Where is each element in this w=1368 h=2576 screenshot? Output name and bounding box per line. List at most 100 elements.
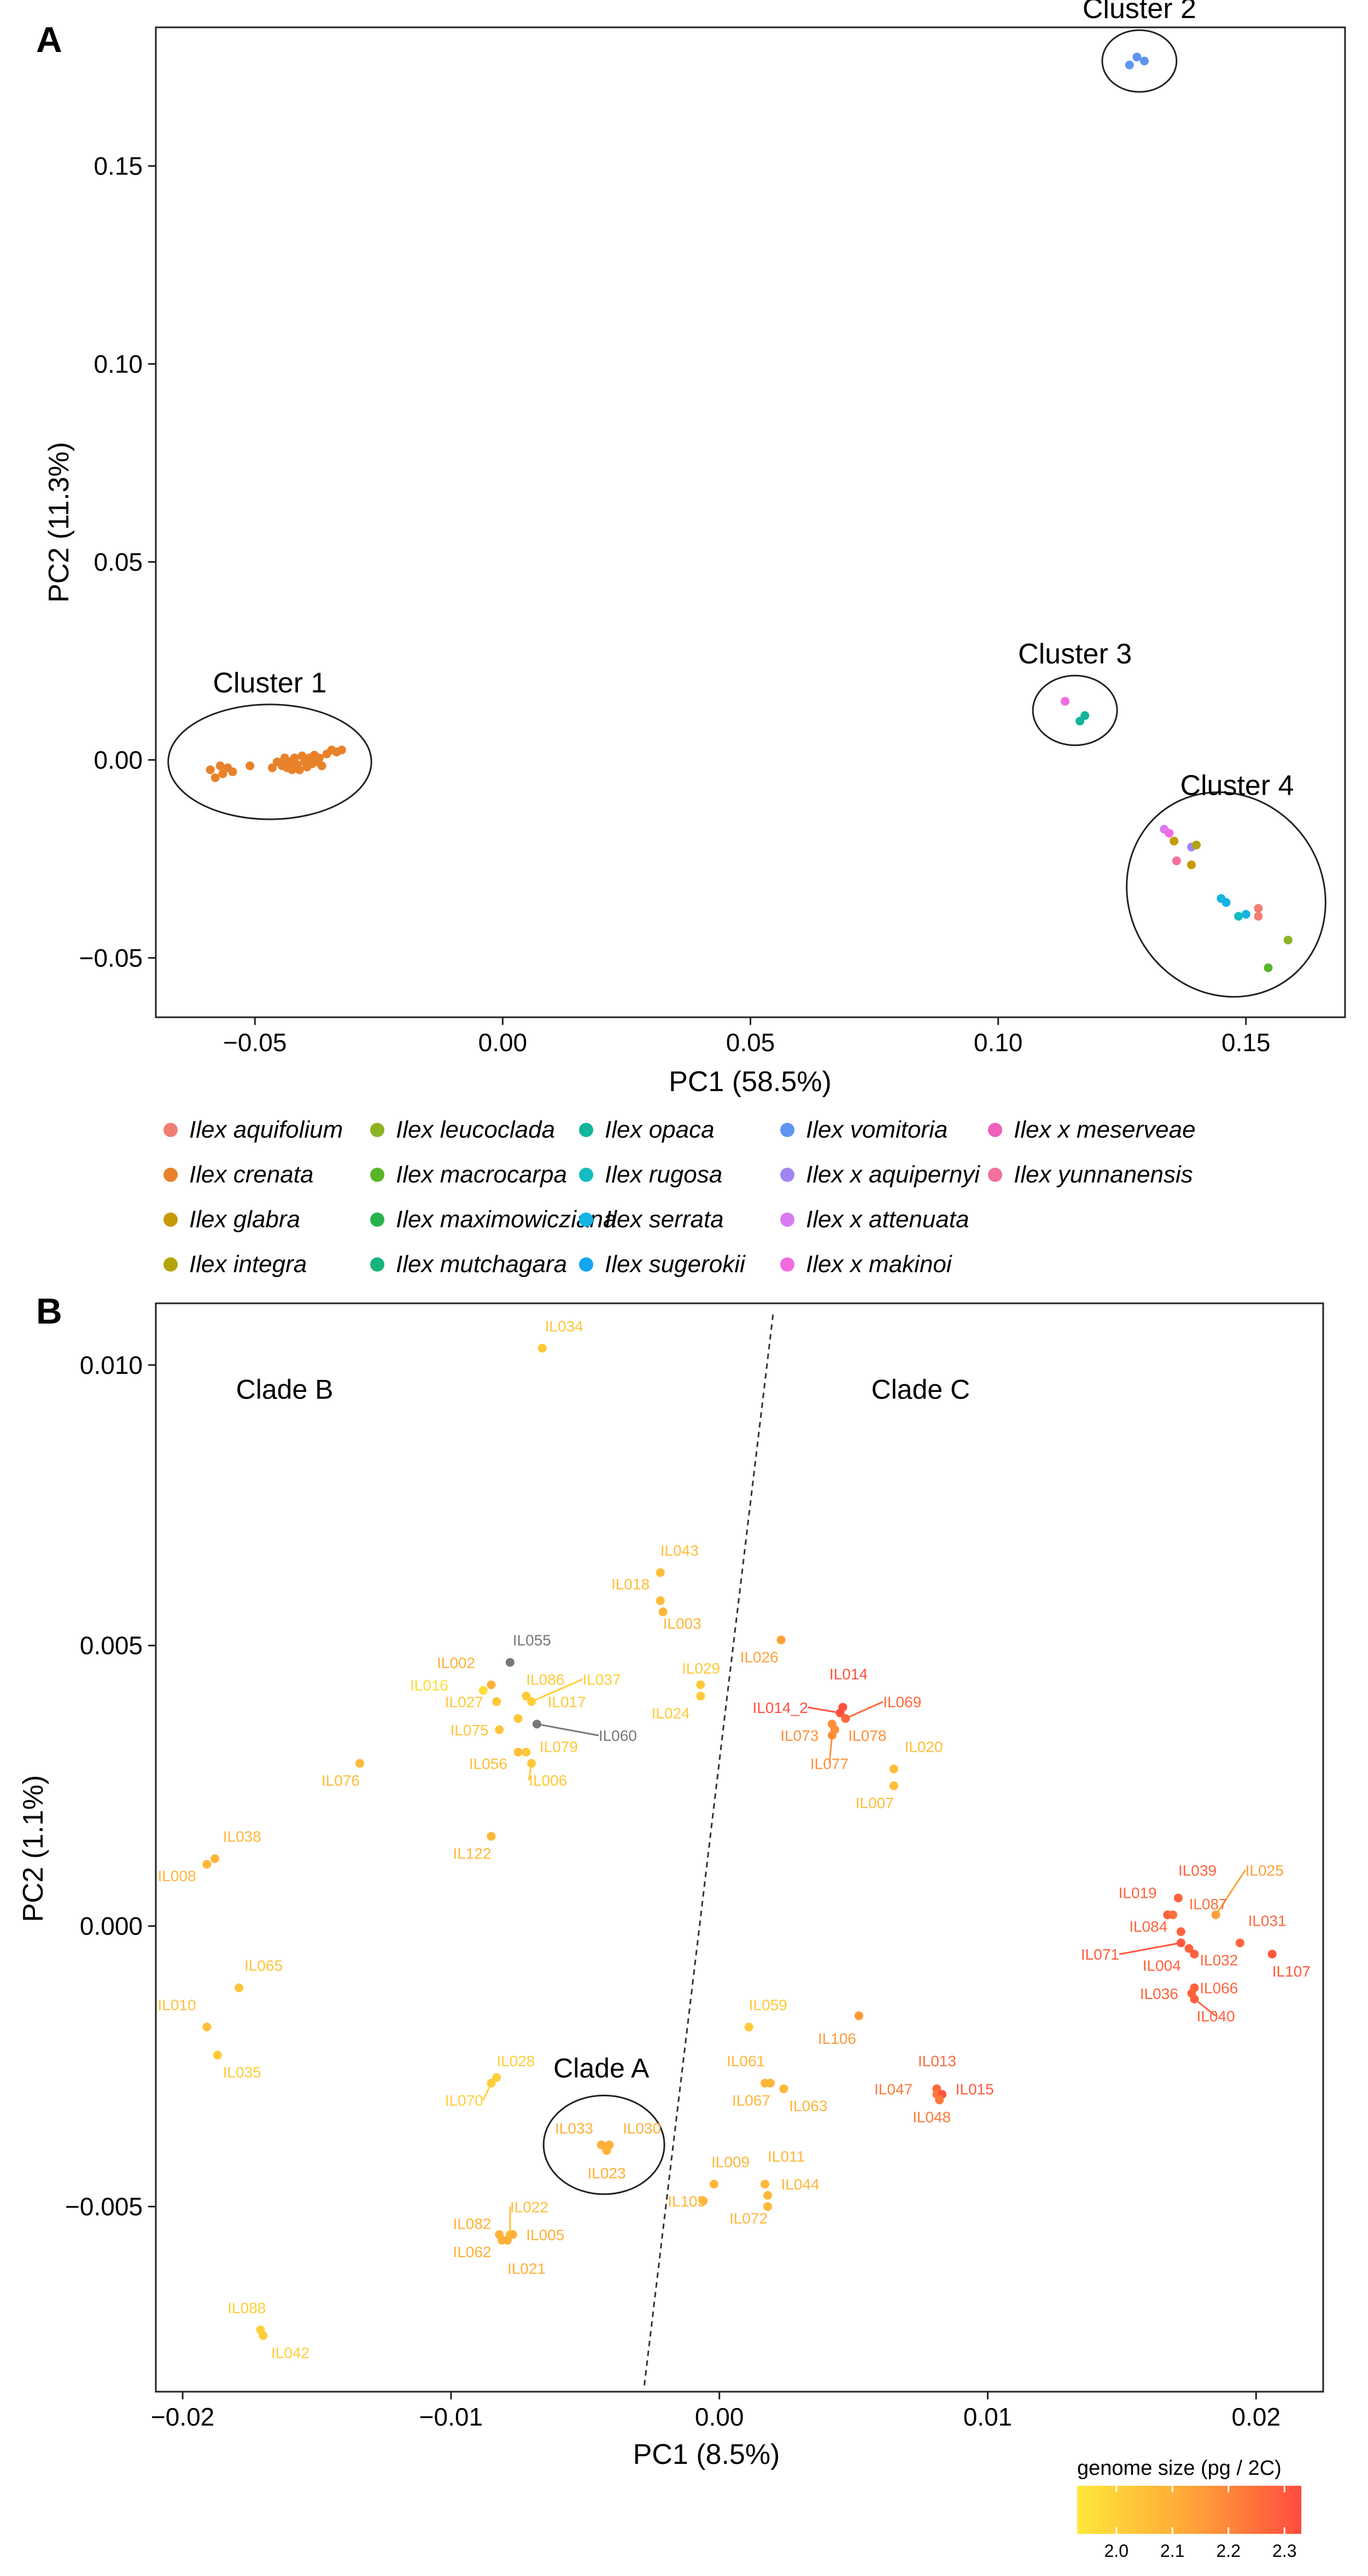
sample-point xyxy=(522,1747,531,1757)
sample-label: IL105 xyxy=(668,2193,706,2210)
sample-point xyxy=(889,1781,898,1791)
sample-point xyxy=(1235,1938,1244,1948)
clade-label-clade-b: Clade B xyxy=(236,1374,334,1404)
sample-label: IL019 xyxy=(1119,1884,1157,1901)
legend-swatch xyxy=(370,1123,384,1137)
panel-a-x-tick-label: 0.05 xyxy=(726,1028,775,1057)
sample-label: IL044 xyxy=(781,2176,820,2193)
cluster-label-2: Cluster 2 xyxy=(1083,0,1196,25)
cluster-label-3: Cluster 3 xyxy=(1018,638,1132,670)
sample-point xyxy=(532,1720,541,1729)
sample-label: IL047 xyxy=(874,2080,913,2097)
sample-label: IL011 xyxy=(768,2148,805,2165)
sample-label: IL062 xyxy=(453,2243,491,2260)
scatter-point xyxy=(1165,829,1174,838)
legend-label: Ilex x meserveae xyxy=(1014,1116,1196,1143)
panel-a-letter: A xyxy=(36,19,62,60)
sample-label: IL087 xyxy=(1189,1896,1227,1913)
sample-point xyxy=(513,1747,523,1757)
sample-point xyxy=(1176,1938,1185,1948)
sample-label: IL077 xyxy=(810,1755,849,1772)
sample-point xyxy=(763,2190,773,2200)
sample-point xyxy=(779,2084,788,2094)
scatter-point xyxy=(317,761,326,771)
legend-swatch xyxy=(163,1257,178,1272)
label-leader-line xyxy=(1194,1998,1217,2017)
sample-point xyxy=(889,1764,898,1774)
scatter-point xyxy=(315,753,324,762)
sample-point xyxy=(492,1697,501,1706)
legend-label: Ilex x attenuata xyxy=(806,1206,969,1233)
sample-label: IL014_2 xyxy=(752,1699,808,1716)
sample-label: IL030 xyxy=(623,2120,661,2137)
legend-swatch xyxy=(579,1123,593,1137)
sample-label: IL084 xyxy=(1129,1918,1167,1935)
sample-label: IL027 xyxy=(445,1694,483,1711)
sample-label: IL059 xyxy=(749,1996,787,2013)
panel-b-y-tick-label: 0.000 xyxy=(80,1912,143,1940)
sample-label: IL066 xyxy=(1200,1980,1238,1997)
panel-b-x-tick-label: 0.00 xyxy=(695,2403,744,2431)
cluster-ellipse-1 xyxy=(167,703,372,820)
sample-point xyxy=(355,1759,365,1768)
sample-label: IL002 xyxy=(437,1654,475,1671)
panel-a-plot-frame xyxy=(155,26,1346,1018)
legend-swatch xyxy=(780,1213,794,1227)
sample-point xyxy=(854,2011,863,2020)
sample-point xyxy=(235,1983,244,1992)
cluster-ellipse-3 xyxy=(1032,674,1118,747)
sample-label: IL082 xyxy=(453,2216,491,2233)
sample-point xyxy=(765,2078,775,2088)
legend-label: Ilex rugosa xyxy=(605,1161,722,1188)
sample-point xyxy=(202,2023,212,2032)
legend-label: Ilex crenata xyxy=(189,1161,313,1188)
sample-label: IL056 xyxy=(469,1755,507,1772)
scatter-point xyxy=(215,761,225,771)
sample-label: IL038 xyxy=(223,1828,261,1845)
sample-point xyxy=(487,1832,496,1841)
sample-label: IL072 xyxy=(729,2210,768,2227)
scatter-point xyxy=(228,767,237,777)
sample-label: IL086 xyxy=(526,1671,564,1688)
sample-label: IL073 xyxy=(780,1727,819,1744)
sample-label: IL021 xyxy=(507,2260,546,2277)
panel-b-letter: B xyxy=(36,1291,62,1331)
sample-label: IL055 xyxy=(513,1632,551,1649)
legend-label: Ilex macrocarpa xyxy=(396,1161,567,1188)
sample-label: IL033 xyxy=(555,2120,593,2137)
sample-label: IL075 xyxy=(451,1722,489,1739)
legend-label: Ilex x aquipernyi xyxy=(806,1161,980,1188)
sample-point xyxy=(1184,1944,1194,1953)
sample-point xyxy=(487,2078,496,2088)
sample-point xyxy=(1267,1949,1277,1959)
legend-swatch xyxy=(163,1213,178,1227)
legend-swatch xyxy=(370,1257,384,1272)
sample-label: IL063 xyxy=(789,2097,827,2114)
sample-point xyxy=(522,1692,531,1701)
colorbar-tick-label: 2.1 xyxy=(1160,2541,1184,2561)
panel-a-ticks: −0.05 0.00 0.05 0.10 0.15 −0.05 0.00 0.05 0.10 0.… xyxy=(79,151,1271,1057)
scatter-point xyxy=(1234,912,1243,921)
sample-label: IL007 xyxy=(856,1794,894,1811)
sample-point xyxy=(508,2230,517,2239)
sample-point xyxy=(527,1759,536,1768)
panel-b: −0.02 −0.01 0.00 0.01 0.02 −0.005 0.000 0.005 0.… xyxy=(17,1302,1324,2470)
legend-swatch xyxy=(163,1123,178,1137)
sample-label: IL024 xyxy=(652,1705,690,1722)
panel-a-x-axis-title: PC1 (58.5%) xyxy=(669,1066,832,1098)
sample-label: IL061 xyxy=(727,2053,765,2070)
scatter-point xyxy=(1254,912,1263,921)
sample-label: IL004 xyxy=(1143,1957,1181,1974)
sample-label: IL079 xyxy=(540,1739,578,1756)
panel-b-y-tick-label: 0.005 xyxy=(80,1631,143,1660)
sample-label: IL008 xyxy=(158,1868,196,1885)
colorbar-gradient xyxy=(1077,2486,1301,2534)
scatter-point xyxy=(1125,60,1134,69)
sample-label: IL122 xyxy=(453,1845,491,1862)
label-leader-line xyxy=(1119,1942,1182,1955)
sample-point xyxy=(487,1680,496,1689)
sample-point xyxy=(505,1658,515,1667)
colorbar-tick-label: 2.0 xyxy=(1104,2541,1129,2561)
legend-swatch xyxy=(780,1257,794,1272)
sample-label: IL107 xyxy=(1272,1963,1311,1980)
